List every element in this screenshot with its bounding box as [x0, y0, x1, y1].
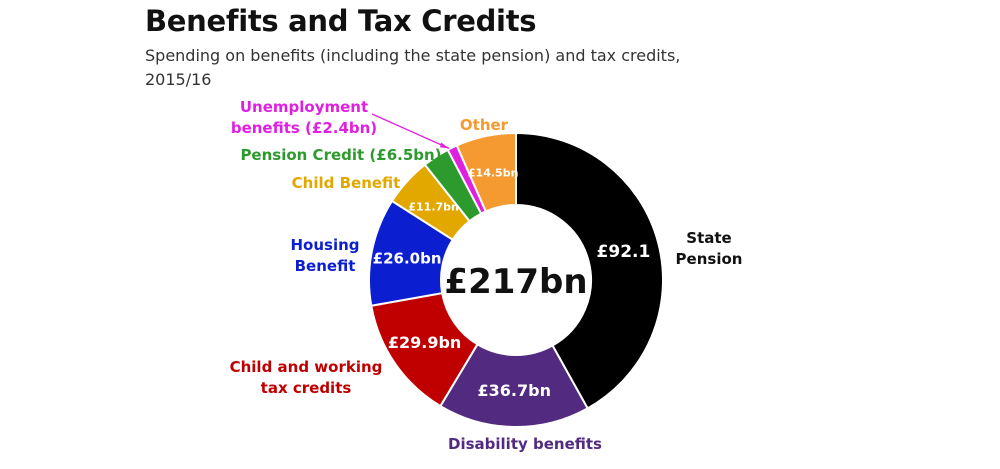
- name-label-unemployment-benefits: Unemployment benefits (£2.4bn): [231, 98, 377, 137]
- chart-title: Benefits and Tax Credits: [145, 4, 537, 38]
- slice-disability-benefits: [439, 342, 589, 428]
- value-label-child-and-working-tax-credits: £29.9bn: [388, 333, 461, 352]
- name-label-other: Other: [460, 116, 509, 134]
- chart-subtitle: Spending on benefits (including the stat…: [145, 46, 681, 89]
- name-label-disability-benefits: Disability benefits: [448, 435, 602, 453]
- name-label-housing-benefit: Housing Benefit: [290, 236, 359, 275]
- donut-slices: [368, 131, 664, 428]
- value-label-other: £14.5bn: [468, 166, 519, 179]
- slice-value-labels: £92.1 £36.7bn £29.9bn £26.0bn £11.7bn £14.5bn: [373, 166, 651, 400]
- name-label-state-pension: State Pension: [676, 229, 743, 268]
- leader-line-unemployment: [371, 113, 450, 149]
- value-label-housing-benefit: £26.0bn: [373, 249, 442, 267]
- name-label-child-and-working-tax-credits: Child and working tax credits: [230, 358, 383, 397]
- name-label-child-benefit: Child Benefit: [292, 174, 401, 192]
- leader-arrowhead-unemployment: [440, 142, 450, 149]
- donut-total-label: £217bn: [444, 262, 587, 302]
- slice-state-pension: [515, 131, 664, 410]
- value-label-disability-benefits: £36.7bn: [478, 381, 551, 400]
- slice-name-labels: State Pension Disability benefits Child and…: [230, 98, 743, 453]
- value-label-state-pension: £92.1: [597, 242, 651, 262]
- value-label-child-benefit: £11.7bn: [408, 201, 459, 214]
- slice-other: [455, 131, 517, 213]
- name-label-pension-credit: Pension Credit (£6.5bn): [240, 146, 441, 164]
